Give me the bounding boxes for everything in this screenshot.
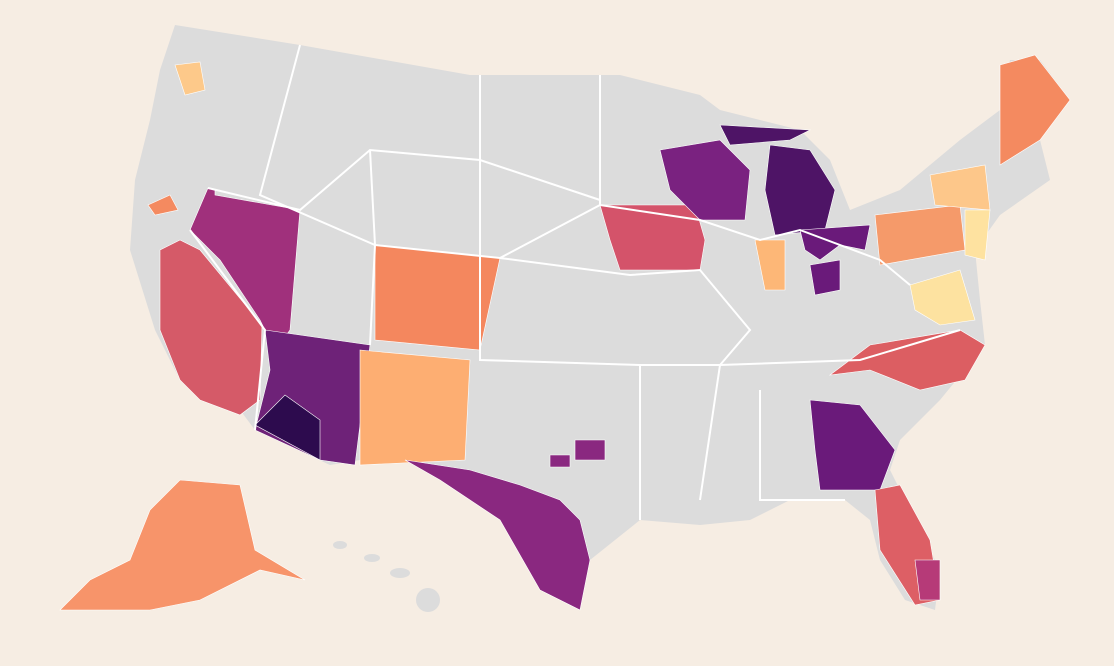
region <box>549 454 571 468</box>
region <box>159 239 263 416</box>
region <box>404 459 591 611</box>
state-border <box>599 75 911 286</box>
state-border <box>479 75 961 366</box>
hawaii-island <box>390 568 410 578</box>
region <box>909 269 976 326</box>
region <box>828 329 986 391</box>
state-border <box>189 229 267 431</box>
hawaii-island <box>333 541 347 549</box>
region <box>914 559 941 601</box>
region <box>809 259 841 296</box>
state-border <box>369 149 377 346</box>
hawaii-island <box>364 554 380 562</box>
region <box>999 54 1071 166</box>
region <box>574 439 606 461</box>
region <box>174 61 206 96</box>
hawaii-island <box>416 588 440 612</box>
regions <box>59 54 1071 611</box>
region <box>964 209 991 261</box>
region <box>359 349 471 466</box>
state-borders <box>189 44 961 520</box>
region <box>59 479 306 611</box>
region <box>254 394 321 461</box>
state-border <box>499 257 752 501</box>
region <box>147 194 179 216</box>
region <box>754 239 786 291</box>
region <box>719 124 812 146</box>
region <box>659 139 751 221</box>
state-border <box>759 390 845 501</box>
region <box>374 244 501 351</box>
